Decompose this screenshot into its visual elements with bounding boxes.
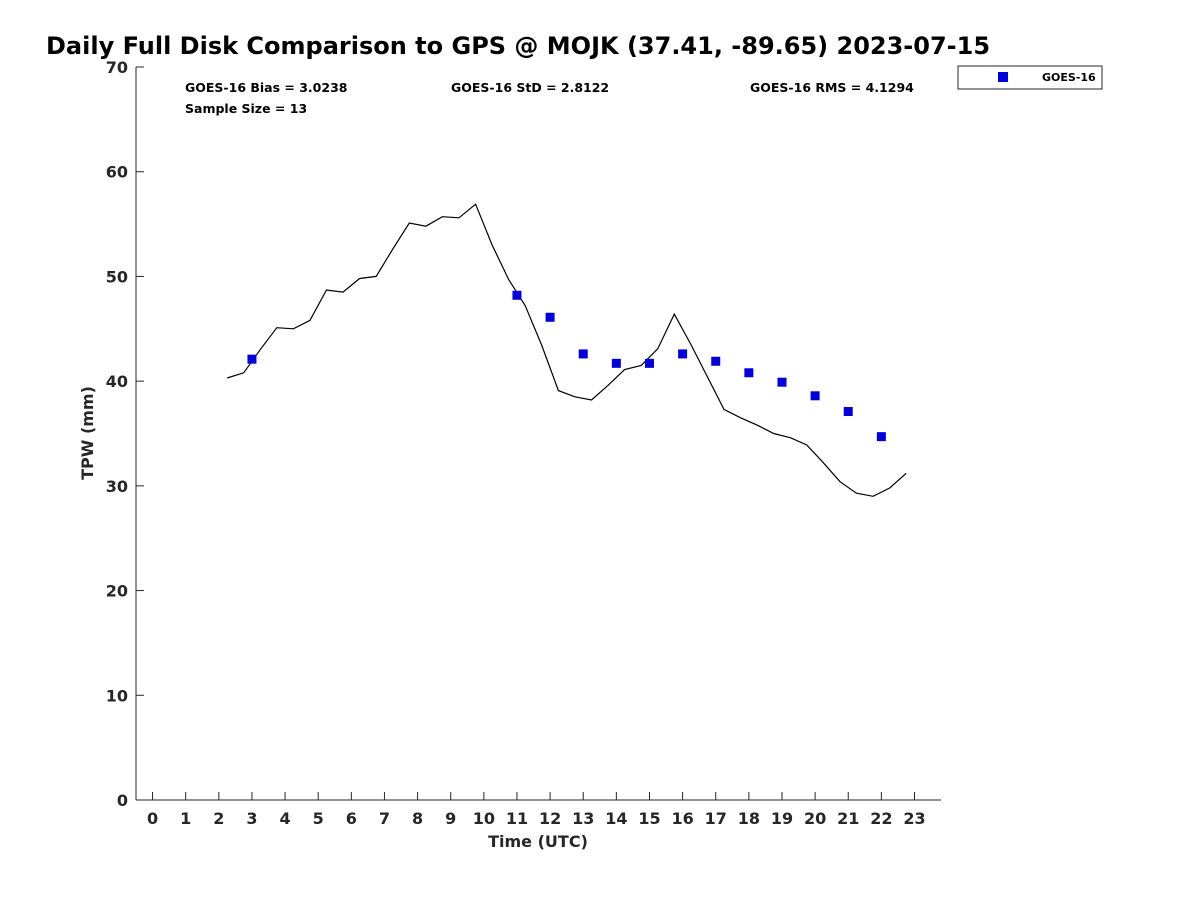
stats-annotations: GOES-16 Bias = 3.0238 GOES-16 StD = 2.81… <box>185 80 914 116</box>
y-tick-label: 20 <box>106 582 128 601</box>
goes16-data-point <box>247 354 257 364</box>
x-tick-label: 0 <box>147 809 158 828</box>
legend-label-goes16: GOES-16 <box>1042 71 1096 84</box>
y-axis-label: TPW (mm) <box>78 386 97 480</box>
goes16-data-point <box>711 356 721 366</box>
x-tick-label: 5 <box>313 809 324 828</box>
x-tick-label: 19 <box>771 809 793 828</box>
x-tick-label: 15 <box>638 809 660 828</box>
x-tick-label: 16 <box>671 809 693 828</box>
goes16-data-point <box>578 349 588 359</box>
x-tick-label: 7 <box>379 809 390 828</box>
gps-tpw-line <box>226 203 907 497</box>
x-tick-label: 17 <box>705 809 727 828</box>
goes16-data-point <box>644 358 654 368</box>
x-tick-label: 4 <box>280 809 291 828</box>
x-tick-label: 18 <box>738 809 760 828</box>
legend-marker-goes16 <box>998 72 1008 82</box>
x-tick-label: 23 <box>903 809 925 828</box>
x-axis-label: Time (UTC) <box>488 832 588 851</box>
x-tick-label: 12 <box>539 809 561 828</box>
x-tick-label: 6 <box>346 809 357 828</box>
y-ticks: 0 10 20 30 40 50 60 70 <box>106 58 144 810</box>
y-tick-label: 10 <box>106 686 128 705</box>
stat-sample-size: Sample Size = 13 <box>185 101 307 116</box>
x-tick-label: 1 <box>180 809 191 828</box>
stat-std: GOES-16 StD = 2.8122 <box>451 80 609 95</box>
goes16-data-point <box>777 377 787 387</box>
goes16-data-point <box>843 407 853 417</box>
goes16-data-point <box>611 358 621 368</box>
axes <box>135 67 941 801</box>
x-tick-label: 14 <box>605 809 627 828</box>
legend-box <box>957 65 1103 90</box>
chart-title: Daily Full Disk Comparison to GPS @ MOJK… <box>46 32 990 60</box>
goes16-data-point <box>810 391 820 401</box>
y-tick-label: 60 <box>106 163 128 182</box>
x-tick-label: 11 <box>506 809 528 828</box>
x-tick-label: 20 <box>804 809 826 828</box>
x-tick-label: 3 <box>246 809 257 828</box>
stat-bias: GOES-16 Bias = 3.0238 <box>185 80 347 95</box>
plot-area <box>226 203 907 497</box>
x-tick-label: 10 <box>473 809 495 828</box>
x-tick-label: 9 <box>445 809 456 828</box>
goes16-data-point <box>678 349 688 359</box>
x-ticks: 0 1 2 3 4 5 6 7 8 9 10 11 12 13 14 15 16 17 18 19 20 21 22 23 <box>147 792 926 828</box>
legend: GOES-16 <box>957 65 1103 90</box>
y-tick-label: 40 <box>106 372 128 391</box>
y-tick-label: 0 <box>117 791 128 810</box>
x-tick-label: 22 <box>870 809 892 828</box>
x-tick-label: 8 <box>412 809 423 828</box>
x-tick-label: 13 <box>572 809 594 828</box>
goes16-data-point <box>545 312 555 322</box>
y-tick-label: 30 <box>106 477 128 496</box>
stat-rms: GOES-16 RMS = 4.1294 <box>750 80 914 95</box>
goes16-data-point <box>876 432 886 442</box>
goes16-data-point <box>744 368 754 378</box>
y-tick-label: 70 <box>106 58 128 77</box>
y-tick-label: 50 <box>106 267 128 286</box>
x-tick-label: 21 <box>837 809 859 828</box>
goes16-data-point <box>512 290 522 300</box>
x-tick-label: 2 <box>213 809 224 828</box>
